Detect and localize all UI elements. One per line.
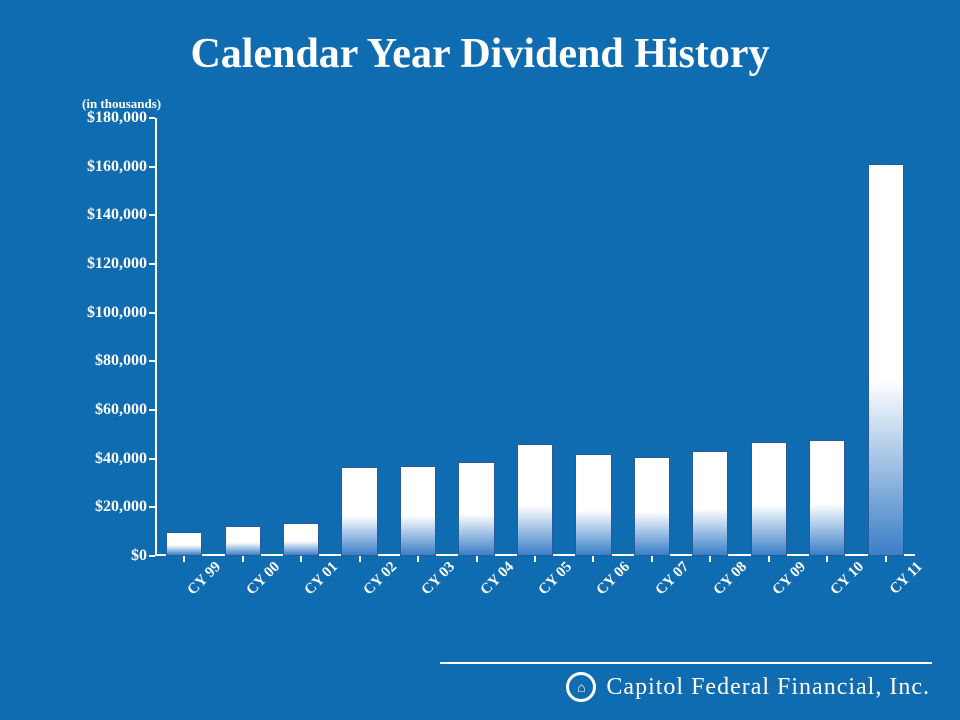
- x-tick-label: CY 01: [299, 556, 342, 599]
- x-tick: [885, 556, 887, 562]
- slide-stage: Calendar Year Dividend History (in thous…: [0, 0, 960, 720]
- y-tick-label: $40,000: [95, 450, 155, 468]
- x-tick-label: CY 07: [650, 556, 693, 599]
- x-tick: [300, 556, 302, 562]
- chart-title: Calendar Year Dividend History: [0, 30, 960, 78]
- y-tick-label: $140,000: [87, 206, 155, 224]
- bar: [283, 523, 319, 556]
- x-tick: [417, 556, 419, 562]
- x-tick-label: CY 03: [416, 556, 459, 599]
- y-tick-label: $100,000: [87, 304, 155, 322]
- bar: [809, 440, 845, 556]
- bar: [166, 532, 202, 556]
- bar: [517, 444, 553, 556]
- x-tick: [651, 556, 653, 562]
- x-tick-label: CY 99: [182, 556, 225, 599]
- bar: [225, 526, 261, 556]
- y-tick-label: $20,000: [95, 498, 155, 516]
- y-tick-label: $120,000: [87, 255, 155, 273]
- bar: [400, 466, 436, 556]
- x-tick-label: CY 06: [591, 556, 634, 599]
- y-tick-label: $160,000: [87, 158, 155, 176]
- bar: [458, 462, 494, 556]
- logo-glyph: ⌂: [577, 679, 585, 695]
- company-logo-icon: ⌂: [566, 672, 596, 702]
- x-tick-label: CY 09: [767, 556, 810, 599]
- x-tick-label: CY 02: [357, 556, 400, 599]
- x-tick: [183, 556, 185, 562]
- bar: [692, 451, 728, 556]
- x-tick: [768, 556, 770, 562]
- bar: [575, 454, 611, 556]
- x-tick-label: CY 04: [474, 556, 517, 599]
- x-tick: [709, 556, 711, 562]
- bar-chart: $0$20,000$40,000$60,000$80,000$100,000$1…: [155, 118, 915, 556]
- x-tick-label: CY 11: [884, 556, 926, 598]
- x-tick: [476, 556, 478, 562]
- x-tick: [592, 556, 594, 562]
- y-tick-label: $80,000: [95, 352, 155, 370]
- x-tick: [826, 556, 828, 562]
- x-tick-label: CY 10: [825, 556, 868, 599]
- y-tick-label: $60,000: [95, 401, 155, 419]
- y-tick-label: $180,000: [87, 109, 155, 127]
- y-axis: [155, 118, 157, 556]
- bar: [868, 164, 904, 556]
- x-tick-label: CY 00: [240, 556, 283, 599]
- x-tick: [534, 556, 536, 562]
- footer-divider: [440, 662, 932, 664]
- bar: [341, 467, 377, 556]
- x-tick-label: CY 05: [533, 556, 576, 599]
- footer-branding: ⌂ Capitol Federal Financial, Inc.: [566, 672, 930, 702]
- company-name: Capitol Federal Financial, Inc.: [606, 674, 930, 701]
- x-tick-label: CY 08: [708, 556, 751, 599]
- bar: [751, 442, 787, 556]
- bar: [634, 457, 670, 556]
- y-tick-label: $0: [131, 547, 155, 565]
- x-tick: [359, 556, 361, 562]
- x-tick: [242, 556, 244, 562]
